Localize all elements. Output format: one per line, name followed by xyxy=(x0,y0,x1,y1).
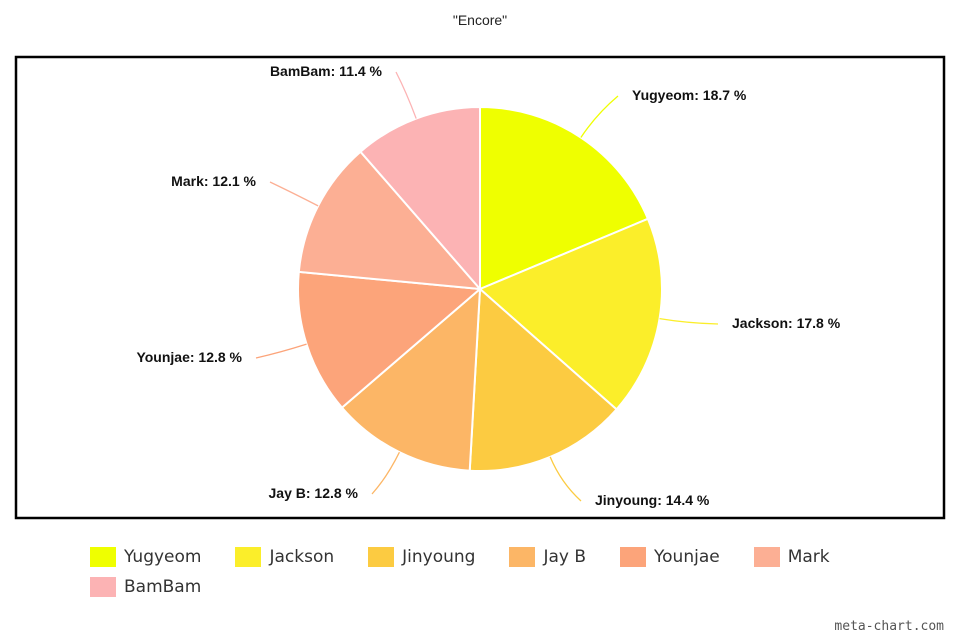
leader-line xyxy=(269,181,319,207)
legend-item: Jackson xyxy=(235,546,334,568)
pie-slice-jackson xyxy=(478,217,663,411)
leader-line xyxy=(255,343,307,359)
leader-line xyxy=(371,451,401,495)
legend-label: Mark xyxy=(787,547,830,567)
legend-label: Jinyoung xyxy=(402,547,476,567)
pie-slice-mark xyxy=(297,150,483,291)
legend-swatch xyxy=(90,577,116,597)
pie-slice-jinyoung xyxy=(468,286,618,472)
slice-label: Younjae: 12.8 % xyxy=(136,349,242,365)
legend-label: BamBam xyxy=(124,577,202,597)
legend-label: Jay B xyxy=(543,547,587,567)
legend-swatch xyxy=(753,547,780,567)
slice-label: Mark: 12.1 % xyxy=(171,173,256,189)
legend-item: BamBam xyxy=(90,576,201,598)
leader-line xyxy=(659,317,719,325)
slice-label: Jackson: 17.8 % xyxy=(732,315,841,331)
pie-chart: Yugyeom: 18.7 % Jackson: 17.8 % Jinyoung: … xyxy=(14,55,946,520)
legend-label: Yugyeom xyxy=(124,547,202,567)
slice-label: Jinyoung: 14.4 % xyxy=(595,492,710,508)
watermark: meta-chart.com xyxy=(834,619,944,634)
slice-label: Jay B: 12.8 % xyxy=(269,485,359,501)
legend-swatch xyxy=(620,547,647,567)
legend-swatch xyxy=(509,547,536,567)
slice-label: Yugyeom: 18.7 % xyxy=(632,87,747,103)
legend-swatch xyxy=(368,547,395,567)
legend-swatch xyxy=(235,547,262,567)
leader-line xyxy=(549,456,582,502)
legend-label: Younjae xyxy=(654,547,720,567)
legend-label: Jackson xyxy=(269,547,335,567)
legend-swatch xyxy=(90,547,116,567)
pie-slice-yugyeom xyxy=(479,105,650,291)
leader-line xyxy=(395,71,417,119)
legend-item: Mark xyxy=(753,546,830,568)
leader-line xyxy=(580,95,619,138)
legend-item: Yugyeom xyxy=(90,546,201,568)
chart-title: "Encore" xyxy=(452,12,508,28)
legend-item: Jinyoung xyxy=(368,546,475,568)
slice-label: BamBam: 11.4 % xyxy=(270,63,383,79)
legend-item: Younjae xyxy=(620,546,720,568)
legend: Yugyeom Jackson Jinyoung Jay B Younjae Mark Ba… xyxy=(90,546,890,598)
legend-item: Jay B xyxy=(509,546,586,568)
